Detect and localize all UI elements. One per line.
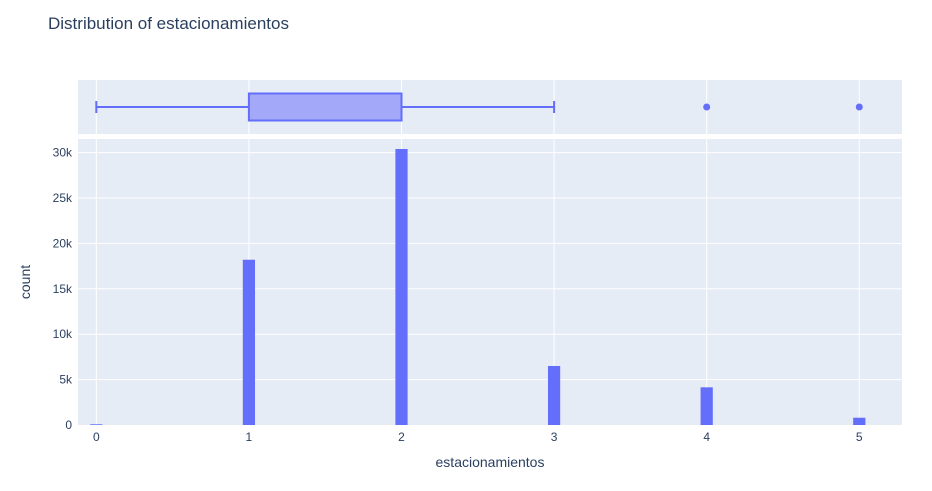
y-tick-label: 25k (53, 191, 73, 205)
y-tick-label: 20k (53, 236, 73, 250)
histogram-bar (242, 259, 256, 425)
histogram-bar (700, 387, 713, 425)
y-tick-label: 30k (53, 146, 73, 160)
y-tick-label: 15k (53, 282, 73, 296)
histogram-bars (90, 148, 866, 425)
x-tick-label: 5 (856, 430, 863, 444)
y-tick-label: 5k (59, 373, 73, 387)
x-tick-labels: 0 1 2 3 4 5 (93, 430, 863, 444)
box-iqr (247, 92, 403, 122)
histogram-bar (547, 365, 561, 425)
histogram-bar (90, 424, 103, 425)
x-tick-label: 0 (93, 430, 100, 444)
box-outlier-point (703, 103, 711, 111)
x-tick-label: 4 (703, 430, 710, 444)
histogram-bar (395, 148, 408, 425)
y-axis-title: count (17, 265, 33, 299)
x-tick-label: 1 (246, 430, 253, 444)
x-tick-label: 3 (551, 430, 558, 444)
box-plot (95, 92, 863, 122)
x-tick-label: 2 (398, 430, 405, 444)
histogram-plot-area (78, 139, 902, 425)
y-tick-label: 0 (65, 418, 72, 432)
y-tick-label: 10k (53, 327, 73, 341)
y-tick-labels: 0 5k 10k 15k 20k 25k 30k (53, 146, 73, 432)
box-outlier-point (855, 103, 863, 111)
histogram-bar (853, 417, 866, 425)
x-axis-title: estacionamientos (436, 454, 545, 470)
chart-title: Distribution of estacionamientos (48, 14, 289, 33)
